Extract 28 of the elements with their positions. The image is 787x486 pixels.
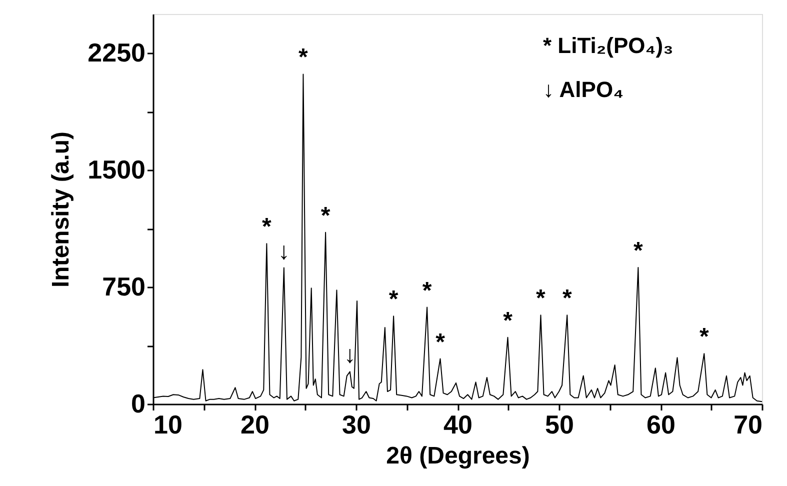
y-tick-label: 2250 <box>88 38 146 68</box>
y-tick-label: 1500 <box>88 154 146 184</box>
x-tick-label: 20 <box>240 410 270 440</box>
y-axis-title: Intensity (a.u) <box>48 131 75 288</box>
annotation: * <box>562 285 572 312</box>
annotation: ↓ <box>344 342 356 369</box>
x-axis-title: 2θ (Degrees) <box>386 442 530 470</box>
annotation: * <box>320 202 331 230</box>
x-tick-label: 50 <box>545 410 574 440</box>
x-tick-label: 40 <box>444 410 472 440</box>
x-tick-label: 30 <box>342 410 371 440</box>
annotation: * <box>634 238 644 264</box>
annotation: ↓ <box>278 238 290 265</box>
y-tick-label: 0 <box>131 388 146 418</box>
annotation: * <box>699 324 710 351</box>
annotation: * <box>262 214 272 241</box>
annotation: * <box>536 285 546 312</box>
annotation: * LiTi₂(PO₄)₃ <box>543 33 674 58</box>
annotation: * <box>298 44 309 72</box>
annotation: * <box>436 328 446 356</box>
annotation: * <box>422 277 432 304</box>
x-tick-label: 10 <box>154 410 182 440</box>
y-tick-label: 750 <box>102 272 146 302</box>
annotation: ↓ AlPO₄ <box>543 77 624 102</box>
x-tick-label: 70 <box>734 410 762 440</box>
x-tick-label: 60 <box>646 410 676 440</box>
annotation: * <box>503 307 514 334</box>
annotation: * <box>388 286 399 314</box>
